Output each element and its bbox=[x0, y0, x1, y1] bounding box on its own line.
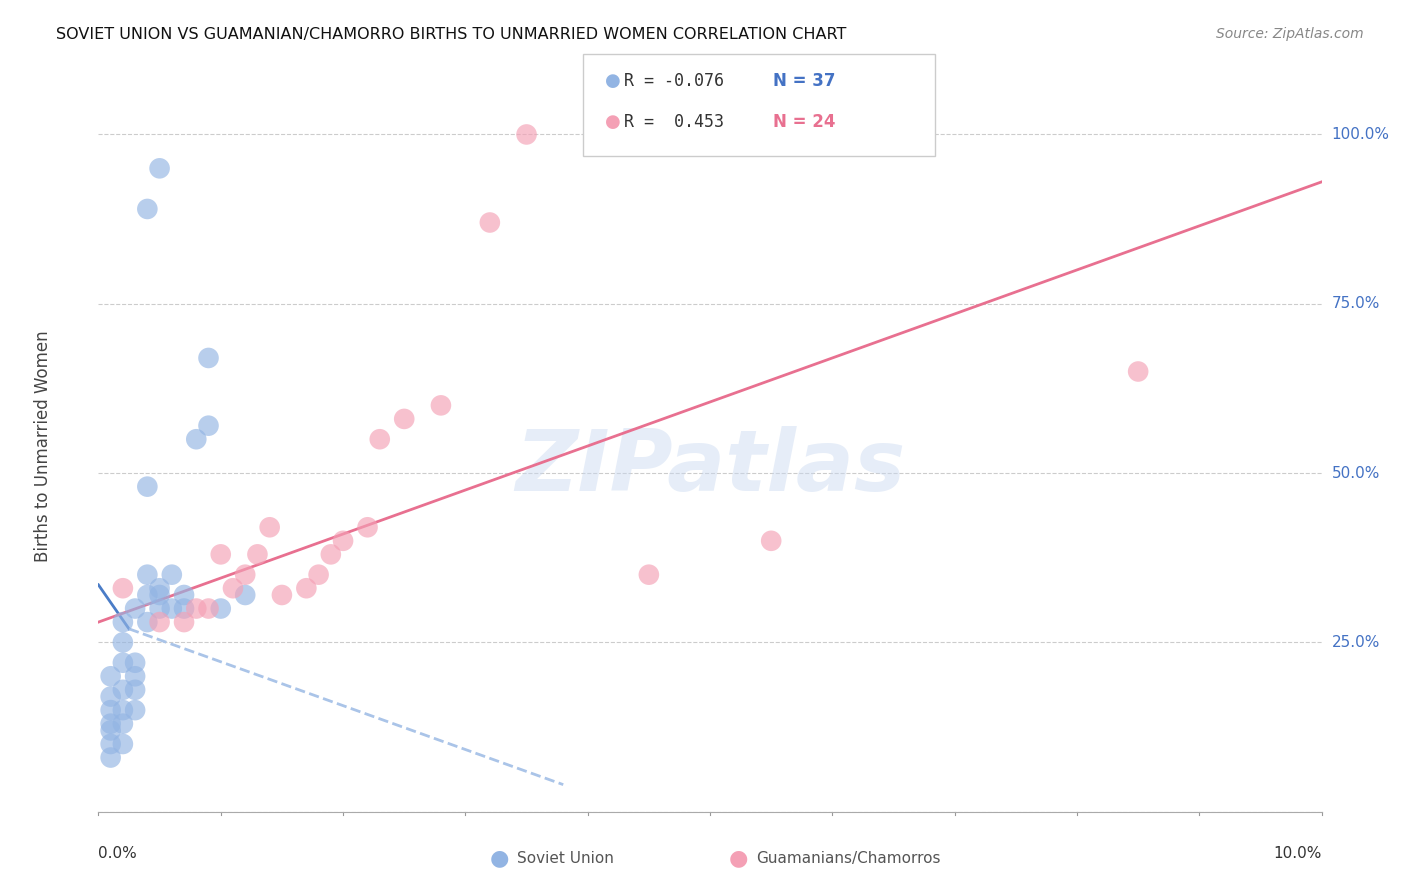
Point bbox=[259, 520, 281, 534]
Point bbox=[246, 547, 269, 561]
Point bbox=[111, 635, 134, 649]
Point bbox=[100, 750, 122, 764]
Text: ●: ● bbox=[489, 848, 509, 868]
Point bbox=[308, 567, 330, 582]
Point bbox=[149, 581, 172, 595]
Point bbox=[136, 588, 159, 602]
Point bbox=[637, 567, 661, 582]
Point bbox=[197, 351, 219, 365]
Text: Births to Unmarried Women: Births to Unmarried Women bbox=[34, 330, 52, 562]
Point bbox=[186, 432, 208, 446]
Text: 0.0%: 0.0% bbox=[98, 846, 138, 861]
Point bbox=[233, 567, 256, 582]
Text: 75.0%: 75.0% bbox=[1331, 296, 1379, 311]
Point bbox=[173, 601, 195, 615]
Point bbox=[100, 690, 122, 704]
Point bbox=[173, 588, 195, 602]
Point bbox=[186, 601, 208, 615]
Point bbox=[100, 716, 122, 731]
Point bbox=[430, 398, 453, 412]
Point bbox=[1128, 364, 1150, 378]
Point bbox=[295, 581, 318, 595]
Text: ●: ● bbox=[605, 72, 620, 90]
Point bbox=[149, 588, 172, 602]
Point bbox=[100, 737, 122, 751]
Point bbox=[149, 601, 172, 615]
Text: SOVIET UNION VS GUAMANIAN/CHAMORRO BIRTHS TO UNMARRIED WOMEN CORRELATION CHART: SOVIET UNION VS GUAMANIAN/CHAMORRO BIRTH… bbox=[56, 27, 846, 42]
Point bbox=[124, 682, 146, 697]
Point bbox=[111, 716, 134, 731]
Point bbox=[100, 703, 122, 717]
Text: 25.0%: 25.0% bbox=[1331, 635, 1379, 650]
Point bbox=[368, 432, 391, 446]
Text: Soviet Union: Soviet Union bbox=[517, 851, 614, 865]
Point bbox=[392, 412, 416, 426]
Text: ZIPatlas: ZIPatlas bbox=[515, 426, 905, 509]
Text: Guamanians/Chamorros: Guamanians/Chamorros bbox=[756, 851, 941, 865]
Point bbox=[149, 615, 172, 629]
Text: R = -0.076: R = -0.076 bbox=[624, 72, 724, 90]
Point bbox=[356, 520, 378, 534]
Point bbox=[209, 601, 232, 615]
Point bbox=[197, 601, 219, 615]
Point bbox=[516, 128, 538, 142]
Point bbox=[124, 601, 146, 615]
Point bbox=[100, 723, 122, 738]
Point bbox=[124, 703, 146, 717]
Point bbox=[173, 615, 195, 629]
Text: 50.0%: 50.0% bbox=[1331, 466, 1379, 481]
Text: N = 37: N = 37 bbox=[773, 72, 835, 90]
Point bbox=[197, 418, 219, 433]
Text: ●: ● bbox=[728, 848, 748, 868]
Point bbox=[209, 547, 232, 561]
Point bbox=[319, 547, 342, 561]
Point bbox=[160, 601, 183, 615]
Point bbox=[136, 202, 159, 216]
Point bbox=[270, 588, 294, 602]
Point bbox=[136, 567, 159, 582]
Point bbox=[222, 581, 245, 595]
Point bbox=[111, 656, 134, 670]
Point bbox=[111, 581, 134, 595]
Point bbox=[233, 588, 256, 602]
Text: N = 24: N = 24 bbox=[773, 113, 835, 131]
Point bbox=[136, 615, 159, 629]
Point bbox=[149, 161, 172, 176]
Point bbox=[478, 215, 501, 229]
Point bbox=[332, 533, 354, 548]
Text: 10.0%: 10.0% bbox=[1274, 846, 1322, 861]
Point bbox=[111, 737, 134, 751]
Point bbox=[111, 703, 134, 717]
Point bbox=[111, 682, 134, 697]
Point bbox=[100, 669, 122, 683]
Text: Source: ZipAtlas.com: Source: ZipAtlas.com bbox=[1216, 27, 1364, 41]
Point bbox=[160, 567, 183, 582]
Point bbox=[136, 480, 159, 494]
Point bbox=[124, 669, 146, 683]
Point bbox=[111, 615, 134, 629]
Text: R =  0.453: R = 0.453 bbox=[624, 113, 724, 131]
Text: ●: ● bbox=[605, 113, 620, 131]
Point bbox=[124, 656, 146, 670]
Text: 100.0%: 100.0% bbox=[1331, 127, 1389, 142]
Point bbox=[761, 533, 783, 548]
